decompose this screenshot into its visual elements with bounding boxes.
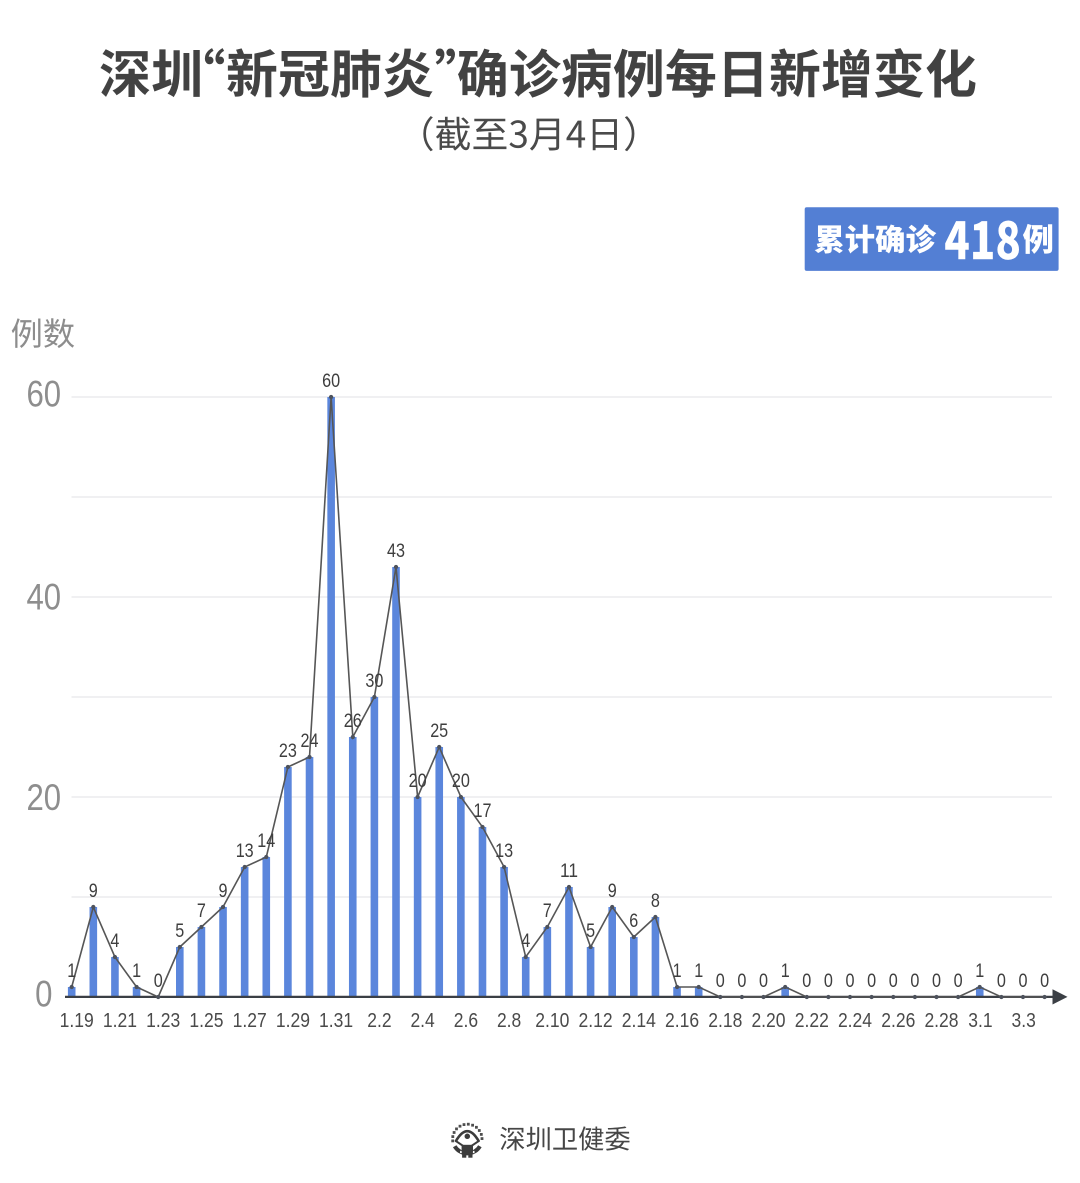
svg-text:20: 20 <box>452 771 470 792</box>
svg-text:1.23: 1.23 <box>146 1009 180 1032</box>
svg-text:20: 20 <box>409 771 427 792</box>
svg-text:30: 30 <box>365 671 383 692</box>
svg-text:17: 17 <box>474 801 492 822</box>
svg-text:5: 5 <box>586 921 595 942</box>
svg-text:2.8: 2.8 <box>497 1009 521 1032</box>
svg-text:60: 60 <box>27 374 62 415</box>
svg-text:2.2: 2.2 <box>367 1009 391 1032</box>
svg-text:1.19: 1.19 <box>60 1009 94 1032</box>
svg-text:9: 9 <box>608 881 617 902</box>
svg-text:3.1: 3.1 <box>968 1009 992 1032</box>
svg-text:0: 0 <box>737 971 746 992</box>
svg-text:0: 0 <box>824 971 833 992</box>
svg-text:43: 43 <box>387 541 405 562</box>
svg-text:6: 6 <box>629 911 638 932</box>
svg-text:1.21: 1.21 <box>103 1009 137 1032</box>
svg-text:14: 14 <box>257 831 275 852</box>
svg-text:2.16: 2.16 <box>665 1009 699 1032</box>
svg-text:2.12: 2.12 <box>579 1009 613 1032</box>
svg-text:1: 1 <box>132 961 141 982</box>
svg-text:2.10: 2.10 <box>535 1009 569 1032</box>
svg-text:11: 11 <box>560 861 578 882</box>
svg-text:1.29: 1.29 <box>276 1009 310 1032</box>
svg-text:2.18: 2.18 <box>708 1009 742 1032</box>
svg-text:1: 1 <box>781 961 790 982</box>
svg-text:3.3: 3.3 <box>1012 1009 1036 1032</box>
svg-text:2.6: 2.6 <box>454 1009 478 1032</box>
svg-text:0: 0 <box>954 971 963 992</box>
svg-text:1.27: 1.27 <box>233 1009 267 1032</box>
svg-text:2.24: 2.24 <box>838 1009 872 1032</box>
svg-text:1.25: 1.25 <box>189 1009 223 1032</box>
svg-text:2.22: 2.22 <box>795 1009 829 1032</box>
svg-text:1: 1 <box>694 961 703 982</box>
svg-text:26: 26 <box>344 711 362 732</box>
svg-text:20: 20 <box>27 777 62 818</box>
svg-text:13: 13 <box>495 841 513 862</box>
svg-text:2.20: 2.20 <box>751 1009 785 1032</box>
svg-text:13: 13 <box>236 841 254 862</box>
svg-text:23: 23 <box>279 741 297 762</box>
svg-text:2.28: 2.28 <box>924 1009 958 1032</box>
svg-text:2.14: 2.14 <box>622 1009 656 1032</box>
svg-text:9: 9 <box>219 881 228 902</box>
svg-text:0: 0 <box>867 971 876 992</box>
svg-text:0: 0 <box>889 971 898 992</box>
svg-text:0: 0 <box>997 971 1006 992</box>
svg-text:4: 4 <box>521 931 530 952</box>
svg-text:8: 8 <box>651 891 660 912</box>
svg-text:0: 0 <box>759 971 768 992</box>
svg-text:40: 40 <box>27 577 62 618</box>
svg-text:0: 0 <box>1040 971 1049 992</box>
svg-text:4: 4 <box>110 931 119 952</box>
svg-text:9: 9 <box>89 881 98 902</box>
svg-text:0: 0 <box>1019 971 1028 992</box>
svg-text:0: 0 <box>932 971 941 992</box>
svg-text:1: 1 <box>67 961 76 982</box>
svg-text:0: 0 <box>35 974 52 1015</box>
svg-text:7: 7 <box>197 901 206 922</box>
svg-text:0: 0 <box>802 971 811 992</box>
svg-text:0: 0 <box>154 971 163 992</box>
svg-text:1.31: 1.31 <box>319 1009 353 1032</box>
svg-text:2.4: 2.4 <box>410 1009 434 1032</box>
svg-text:7: 7 <box>543 901 552 922</box>
svg-text:1: 1 <box>673 961 682 982</box>
svg-text:0: 0 <box>910 971 919 992</box>
svg-text:0: 0 <box>716 971 725 992</box>
svg-text:1: 1 <box>975 961 984 982</box>
svg-text:25: 25 <box>430 721 448 742</box>
svg-text:60: 60 <box>322 371 340 392</box>
svg-text:2.26: 2.26 <box>881 1009 915 1032</box>
svg-text:0: 0 <box>846 971 855 992</box>
svg-text:5: 5 <box>175 921 184 942</box>
svg-text:24: 24 <box>301 731 319 752</box>
